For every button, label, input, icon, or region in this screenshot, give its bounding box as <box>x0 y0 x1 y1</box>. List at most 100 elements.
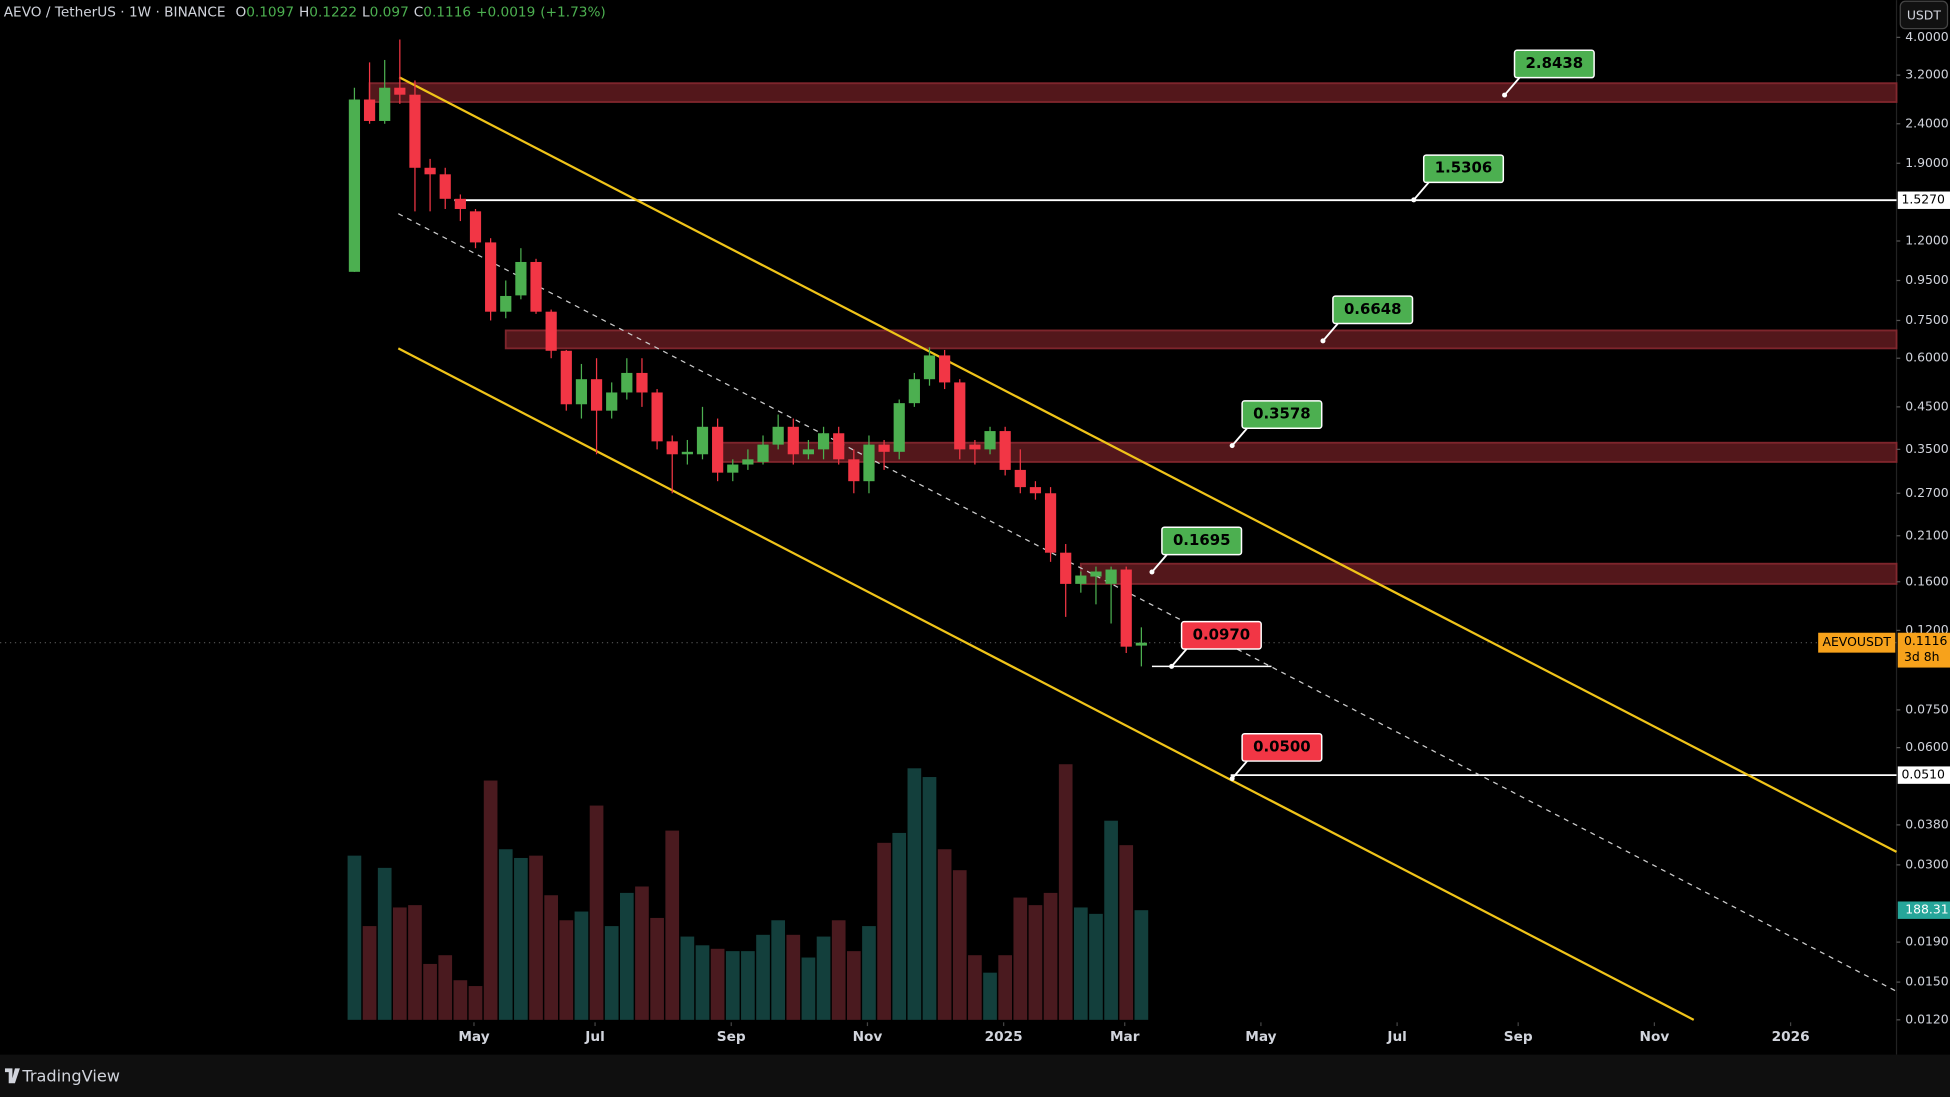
callout-box <box>1422 154 1505 184</box>
volume-bar <box>347 855 362 1020</box>
volume-bar <box>377 867 392 1020</box>
volume-bar <box>498 849 513 1020</box>
y-tick-label: 0.0150 <box>1905 974 1949 989</box>
change-pct: (+1.73%) <box>540 4 605 20</box>
volume-bar <box>468 986 483 1020</box>
candle-body <box>696 426 709 455</box>
candle-body <box>1120 569 1132 647</box>
ohlc-value: 0.097 <box>370 4 409 20</box>
candle-body <box>999 431 1011 470</box>
callout-label: 2.8438 <box>1526 54 1584 72</box>
x-tick-label: May <box>458 1029 489 1045</box>
y-tick-label: 0.2100 <box>1905 527 1949 542</box>
callout-pointer <box>1322 322 1339 342</box>
volume-bar <box>680 936 695 1020</box>
candle-body <box>545 311 557 351</box>
y-tick-label: 4.0000 <box>1905 29 1949 44</box>
y-tick-label: 3.2000 <box>1905 67 1949 82</box>
callout-pointer <box>1151 553 1168 573</box>
volume-bar <box>907 768 922 1020</box>
x-tick-label: Jul <box>584 1029 604 1045</box>
ohlc-label: L <box>362 4 370 20</box>
volume-bar <box>998 955 1013 1020</box>
volume-bar <box>922 777 937 1020</box>
volume-bar <box>619 892 634 1020</box>
level-tag <box>1897 766 1950 784</box>
volume-bar <box>831 920 846 1020</box>
last-price-name: AEVOUSDT <box>1822 634 1891 649</box>
candle-body <box>530 261 542 312</box>
volume-bar <box>529 855 543 1020</box>
footer-bar <box>0 1054 1950 1097</box>
callout-label: 0.1695 <box>1173 531 1231 549</box>
y-tick-label: 0.1600 <box>1905 573 1949 588</box>
callout-anchor <box>1320 338 1326 344</box>
candle-body <box>348 99 361 272</box>
y-tick-label: 0.0750 <box>1905 701 1949 716</box>
level-tag-label: 0.0510 <box>1901 767 1945 782</box>
x-tick-label: May <box>1245 1029 1276 1045</box>
header: AEVO / TetherUS · 1W · BINANCE O0.1097 H0.… <box>4 4 606 20</box>
channel-line <box>398 76 1898 853</box>
volume-bar <box>483 780 498 1020</box>
candle-body <box>621 372 633 393</box>
volume-bar <box>408 905 422 1020</box>
callout-box <box>1180 620 1262 650</box>
candle-body <box>1135 642 1147 646</box>
candle-body <box>1105 569 1117 584</box>
x-tick-label: Nov <box>1640 1029 1670 1045</box>
volume-bar <box>1058 764 1073 1020</box>
currency-button-label[interactable]: USDT <box>1907 8 1942 23</box>
volume-bar <box>1089 913 1103 1020</box>
footer-brand: TradingView <box>21 1067 120 1086</box>
volume-bar <box>741 951 755 1020</box>
volume-bar <box>392 907 407 1020</box>
candle-body <box>1060 552 1072 584</box>
volume-bar <box>574 911 589 1020</box>
last-price-name-box <box>1818 632 1896 653</box>
x-tick-label: Nov <box>853 1029 883 1045</box>
x-tick-label: 2025 <box>985 1029 1023 1045</box>
candle-body <box>833 433 845 460</box>
callout-pointer <box>1170 648 1188 668</box>
candle-body <box>969 444 981 450</box>
currency-button[interactable] <box>1899 0 1949 30</box>
last-price-label: 0.1116 <box>1904 633 1948 648</box>
candle-body <box>500 295 512 312</box>
callout-box <box>1161 526 1243 556</box>
callout-label: 0.0500 <box>1253 737 1311 755</box>
volume-bar <box>1043 892 1058 1020</box>
y-tick-label: 0.4500 <box>1905 398 1949 413</box>
callout-pointer <box>1231 427 1248 447</box>
callout-label: 0.6648 <box>1344 300 1402 318</box>
volume-bar <box>801 957 816 1020</box>
candle-body <box>606 392 618 411</box>
volume-bar <box>1073 907 1088 1020</box>
y-tick-label: 2.4000 <box>1905 115 1949 130</box>
ohlc-value: 0.1222 <box>309 4 357 20</box>
callout-label: 1.5306 <box>1435 159 1493 177</box>
candle-body <box>560 350 572 405</box>
volume-bar <box>877 842 891 1020</box>
callout-anchor <box>1229 775 1235 781</box>
last-price-tag <box>1897 632 1950 668</box>
volume-bar <box>846 951 861 1020</box>
callout-box <box>1241 732 1323 762</box>
volume-bar <box>710 948 725 1020</box>
volume-bar <box>559 920 574 1020</box>
volume-bar <box>756 934 770 1020</box>
callout-pointer <box>1503 77 1521 96</box>
candle-body <box>848 459 860 482</box>
y-tick-label: 0.0300 <box>1905 856 1949 871</box>
volume-bar <box>816 936 831 1020</box>
zone <box>368 82 1898 103</box>
candle-body <box>1029 487 1042 494</box>
candle-body <box>409 94 421 168</box>
candle-body <box>939 355 951 383</box>
countdown: 3d 8h <box>1904 649 1940 664</box>
ohlc-value: 0.1116 <box>423 4 471 20</box>
volume-bar <box>635 886 649 1020</box>
header-symbol: AEVO / TetherUS · 1W · BINANCE <box>4 4 226 20</box>
